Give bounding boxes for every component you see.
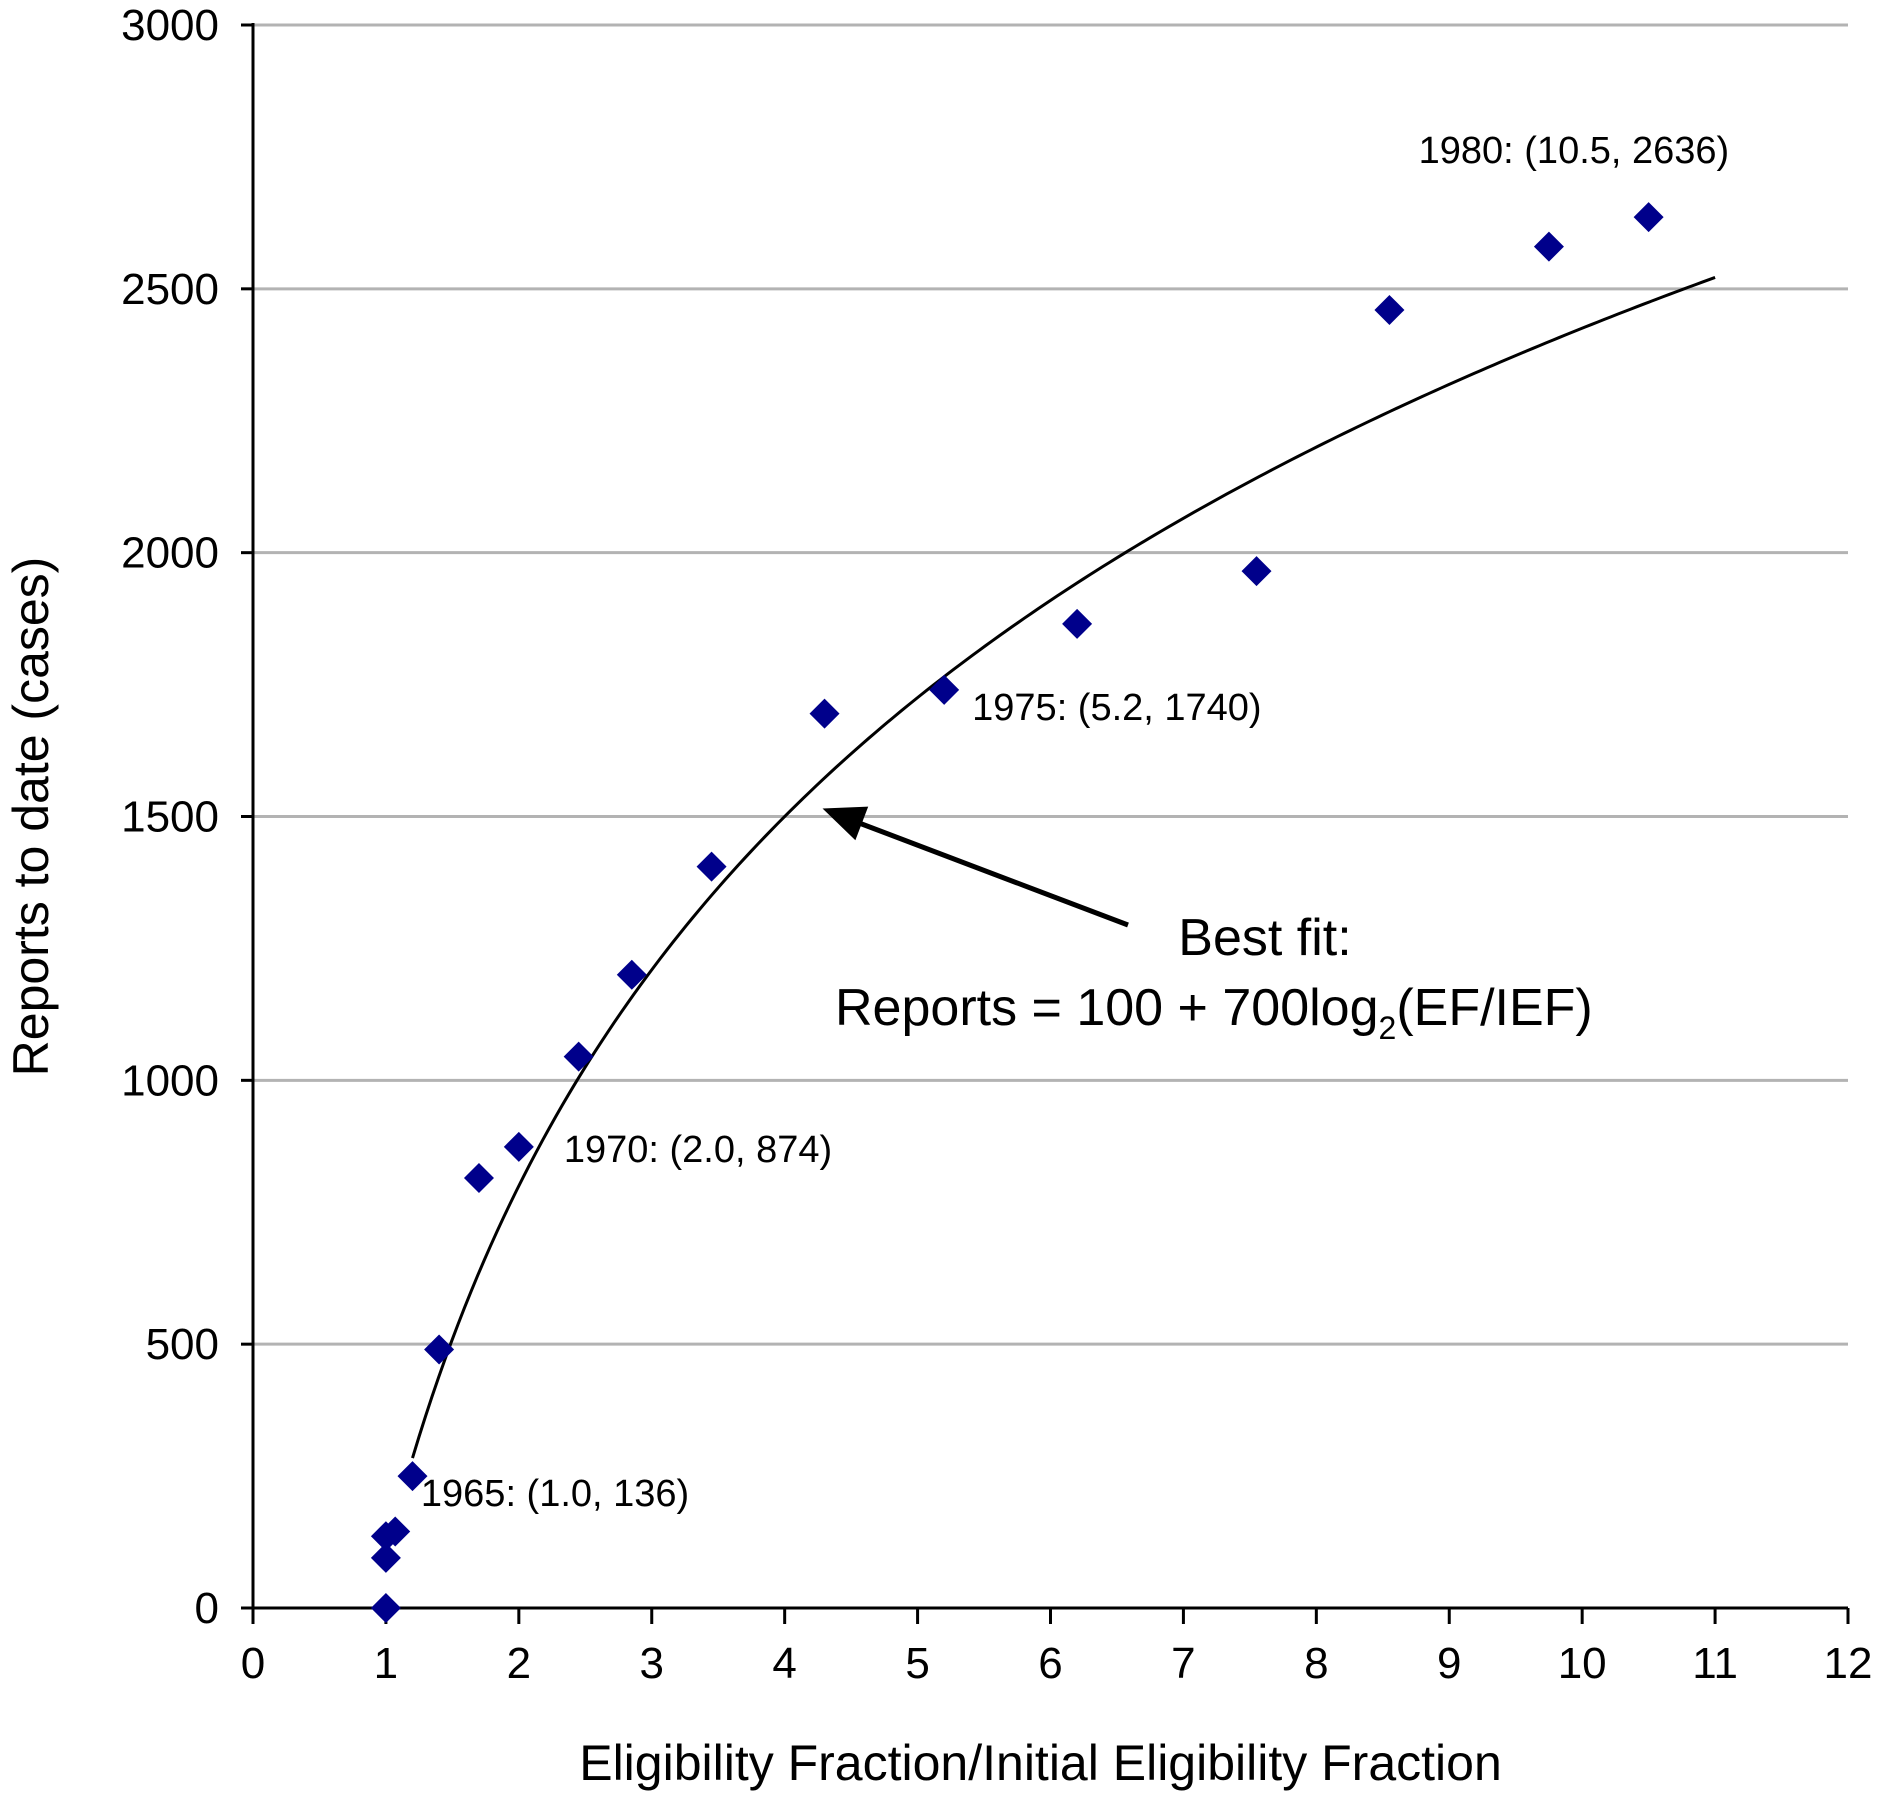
- data-point: [424, 1334, 455, 1365]
- gridlines: [253, 23, 1848, 1610]
- y-tick-label: 2500: [121, 265, 219, 314]
- data-point: [463, 1162, 494, 1193]
- x-tick-label: 11: [1692, 1639, 1738, 1688]
- data-point: [1533, 231, 1564, 262]
- y-axis-title: Reports to date (cases): [3, 557, 59, 1077]
- x-tick-label: 1: [374, 1639, 398, 1688]
- y-tick-label: 3000: [121, 1, 219, 50]
- point-annotations: 1965: (1.0, 136) 1970: (2.0, 874) 1975: (5…: [421, 130, 1729, 1515]
- y-tick-label: 500: [146, 1320, 219, 1369]
- x-tick-label: 12: [1824, 1639, 1873, 1688]
- x-tick-label: 2: [507, 1639, 531, 1688]
- data-point: [380, 1516, 411, 1547]
- y-tick-label: 1000: [121, 1056, 219, 1105]
- x-tick-label: 5: [905, 1639, 929, 1688]
- data-point: [809, 698, 840, 729]
- labels: Reports to date (cases) Eligibility Frac…: [3, 557, 1593, 1791]
- x-tick-label: 4: [772, 1639, 796, 1688]
- data-point: [616, 959, 647, 990]
- arrow-shaft: [851, 818, 1129, 928]
- data-point: [1241, 556, 1272, 587]
- data-point: [1633, 202, 1664, 233]
- x-tick-label: 0: [241, 1639, 265, 1688]
- data-point: [1374, 294, 1405, 325]
- x-axis-title: Eligibility Fraction/Initial Eligibility…: [579, 1735, 1502, 1791]
- y-tick-label: 2000: [121, 529, 219, 578]
- data-point: [1062, 608, 1093, 639]
- x-tick-label: 10: [1558, 1639, 1607, 1688]
- best-fit-equation-prefix: Reports = 100 + 700log: [835, 979, 1379, 1037]
- data-point: [370, 1542, 401, 1573]
- best-fit-equation-subscript: 2: [1379, 1010, 1397, 1046]
- fit-curve: [411, 276, 1716, 1459]
- data-point: [696, 851, 727, 882]
- y-tick-label: 0: [195, 1584, 219, 1633]
- y-tick-label: 1500: [121, 793, 219, 842]
- data-point: [563, 1041, 594, 1072]
- data-point: [370, 1593, 401, 1623]
- point-annotation: 1965: (1.0, 136): [421, 1473, 689, 1515]
- arrow-head: [822, 806, 869, 841]
- data-point: [503, 1131, 534, 1162]
- x-tick-label: 7: [1171, 1639, 1195, 1688]
- point-annotation: 1980: (10.5, 2636): [1419, 130, 1730, 172]
- data-points: [370, 202, 1664, 1623]
- best-fit-curve: [411, 276, 1716, 1459]
- best-fit-label: Best fit:: [1178, 909, 1351, 967]
- x-tick-label: 3: [640, 1639, 664, 1688]
- data-point: [929, 674, 960, 705]
- best-fit-equation-suffix: (EF/IEF): [1396, 979, 1592, 1037]
- data-point: [397, 1461, 428, 1492]
- x-tick-label: 8: [1304, 1639, 1328, 1688]
- x-tick-label: 6: [1038, 1639, 1062, 1688]
- fit-arrow: [822, 806, 1129, 928]
- point-annotation: 1970: (2.0, 874): [564, 1129, 832, 1171]
- point-annotation: 1975: (5.2, 1740): [972, 687, 1261, 729]
- best-fit-equation: Reports = 100 + 700log2(EF/IEF): [835, 979, 1593, 1046]
- x-tick-label: 9: [1437, 1639, 1461, 1688]
